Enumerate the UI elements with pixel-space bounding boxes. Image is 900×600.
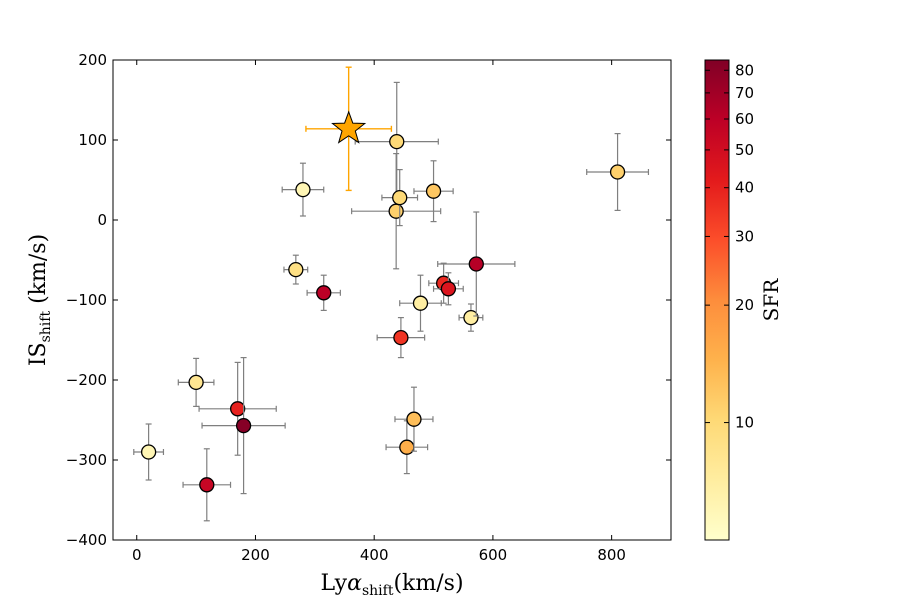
scatter-marker	[392, 189, 408, 206]
colorbar-tick-label-5: 60	[735, 110, 754, 128]
x-axis-title: Lyαshift(km/s)	[320, 571, 463, 599]
x-tick-label-2: 400	[360, 546, 389, 564]
data-point-18	[458, 303, 484, 332]
data-point-4	[201, 357, 286, 495]
scatter-marker	[230, 401, 246, 417]
scatter-marker	[199, 477, 215, 493]
star-marker	[331, 110, 367, 144]
x-tick-label-1: 200	[241, 546, 270, 564]
scatter-marker	[406, 411, 422, 427]
colorbar-tick-label-2: 30	[735, 227, 754, 245]
y-tick-label-4: 0	[97, 211, 107, 229]
data-point-14	[399, 274, 442, 332]
scatter-marker	[393, 329, 409, 346]
scatter-marker	[295, 181, 311, 198]
data-point-11	[376, 317, 426, 359]
x-tick-label-0: 0	[132, 546, 142, 564]
data-point-13	[394, 386, 434, 452]
y-tick-label-3: −100	[66, 291, 107, 309]
y-tick-label-1: −300	[66, 451, 107, 469]
y-tick-label-0: −400	[66, 531, 107, 549]
scatter-marker	[440, 281, 457, 297]
scatter-marker	[235, 417, 252, 434]
scatter-marker	[316, 285, 332, 301]
colorbar-tick-label-6: 70	[735, 84, 754, 102]
data-point-17	[432, 272, 464, 306]
scatter-marker	[609, 164, 626, 180]
x-tick-label-4: 800	[597, 546, 626, 564]
plot-area: 0 200 400 600 800 −400 −300 −200 −100 0 100 200	[66, 51, 672, 564]
scatter-marker	[463, 309, 479, 326]
data-point-15	[413, 160, 454, 223]
scatter-marker	[399, 439, 415, 455]
colorbar-tick-label-0: 10	[735, 414, 754, 432]
data-point-7	[306, 274, 341, 311]
y-axis-title: ISshift (km/s)	[26, 234, 54, 366]
data-point-10	[381, 169, 419, 227]
scatter-marker	[425, 183, 442, 199]
scatter-marker	[188, 374, 204, 391]
colorbar-tick-label-3: 40	[735, 179, 754, 197]
scatter-marker	[288, 261, 304, 278]
y-tick-label-6: 200	[78, 51, 107, 69]
scatter-marker	[140, 444, 157, 460]
colorbar-tick-label-1: 20	[735, 296, 754, 314]
colorbar-tick-label-4: 50	[735, 141, 754, 159]
highlight-point	[305, 66, 393, 192]
data-point-0	[133, 423, 165, 481]
data-point-1	[177, 357, 215, 407]
y-tick-label-2: −200	[66, 371, 107, 389]
scatter-marker	[468, 256, 484, 272]
colorbar-tick-label-7: 80	[735, 61, 754, 79]
data-point-5	[283, 254, 309, 285]
scatter-marker	[412, 295, 429, 311]
data-point-19	[437, 211, 516, 317]
colorbar-title: SFR	[759, 278, 783, 322]
scatter-marker	[388, 203, 404, 219]
plot-frame	[112, 59, 672, 541]
data-point-20	[586, 133, 650, 211]
colorbar: 10 20 30 40 50 60 70 80	[704, 59, 754, 541]
data-point-2	[182, 448, 232, 522]
x-tick-label-3: 600	[479, 546, 508, 564]
scatter-marker	[389, 133, 405, 150]
data-point-6	[281, 162, 325, 217]
y-tick-label-5: 100	[78, 131, 107, 149]
data-point-3	[198, 361, 277, 456]
colorbar-bar	[704, 59, 730, 541]
